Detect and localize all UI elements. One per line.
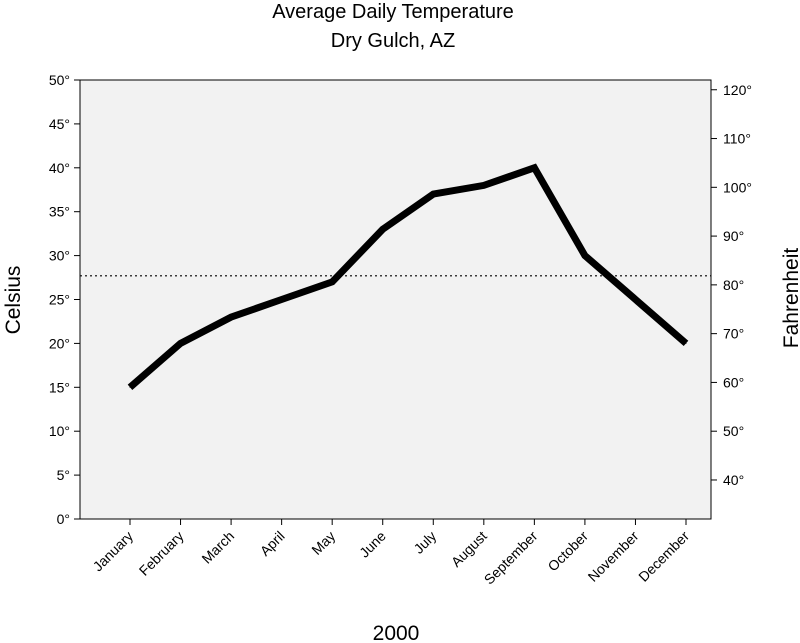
data-point bbox=[180, 342, 182, 344]
y-tick-label-left: 45° bbox=[49, 116, 70, 132]
y-tick-label-left: 30° bbox=[49, 248, 70, 264]
y-tick-label-left: 5° bbox=[57, 467, 70, 483]
x-axis-title: 2000 bbox=[373, 622, 420, 643]
data-point bbox=[483, 184, 485, 186]
y-tick-label-right: 80° bbox=[723, 277, 744, 293]
y-tick-label-right: 50° bbox=[723, 423, 744, 439]
x-tick-label: May bbox=[308, 528, 338, 558]
x-tick-label: October bbox=[544, 528, 591, 575]
y-tick-label-right: 90° bbox=[723, 228, 744, 244]
data-point bbox=[533, 167, 535, 169]
data-point bbox=[432, 193, 434, 195]
y-tick-label-left: 10° bbox=[49, 423, 70, 439]
y-tick-label-left: 40° bbox=[49, 160, 70, 176]
x-tick-label: December bbox=[635, 528, 692, 585]
x-axis: January February March April May June July Augu… bbox=[90, 519, 692, 588]
data-point bbox=[584, 255, 586, 257]
y-tick-label-right: 40° bbox=[723, 472, 744, 488]
y-tick-label-left: 0° bbox=[57, 511, 70, 527]
y-tick-label-left: 25° bbox=[49, 292, 70, 308]
series-layer bbox=[127, 163, 689, 390]
data-point bbox=[634, 299, 636, 300]
y-tick-label-right: 100° bbox=[723, 179, 752, 195]
y-tick-label-left: 35° bbox=[49, 204, 70, 220]
x-tick-label: September bbox=[481, 528, 541, 588]
y-tick-label-right: 120° bbox=[723, 82, 752, 98]
x-tick-label: November bbox=[585, 528, 642, 585]
data-point bbox=[685, 342, 687, 344]
x-tick-label: June bbox=[356, 528, 389, 561]
x-tick-label: January bbox=[90, 528, 137, 575]
data-point bbox=[382, 228, 384, 230]
y-tick-label-left: 20° bbox=[49, 335, 70, 351]
data-point bbox=[129, 386, 131, 388]
y-axis-title-right: Fahrenheit bbox=[780, 248, 800, 349]
data-point bbox=[281, 299, 283, 300]
plot-area bbox=[79, 79, 712, 520]
y-axis-right: 40° 50° 60° 70° 80° 90° 100° 110° 120° bbox=[711, 82, 752, 488]
chart-subtitle: Dry Gulch, AZ bbox=[331, 30, 455, 52]
y-tick-label-right: 110° bbox=[723, 131, 751, 147]
y-tick-label-right: 60° bbox=[723, 374, 744, 390]
chart-title: Average Daily Temperature bbox=[272, 1, 514, 23]
y-tick-label-right: 70° bbox=[723, 326, 744, 342]
data-point bbox=[331, 281, 333, 283]
y-axis-left: 0° 5° 10° 15° 20° 25° 30° 35° 40° 45° 50° bbox=[49, 72, 80, 527]
x-tick-label: March bbox=[198, 528, 237, 567]
y-tick-label-left: 15° bbox=[49, 379, 70, 395]
series-line bbox=[127, 163, 689, 390]
x-tick-label: February bbox=[136, 528, 187, 579]
y-tick-label-left: 50° bbox=[49, 72, 70, 88]
x-tick-label: August bbox=[448, 528, 490, 570]
data-point bbox=[230, 316, 232, 318]
x-tick-label: July bbox=[410, 528, 439, 557]
x-tick-label: April bbox=[257, 528, 288, 559]
y-axis-title-left: Celsius bbox=[2, 266, 25, 335]
